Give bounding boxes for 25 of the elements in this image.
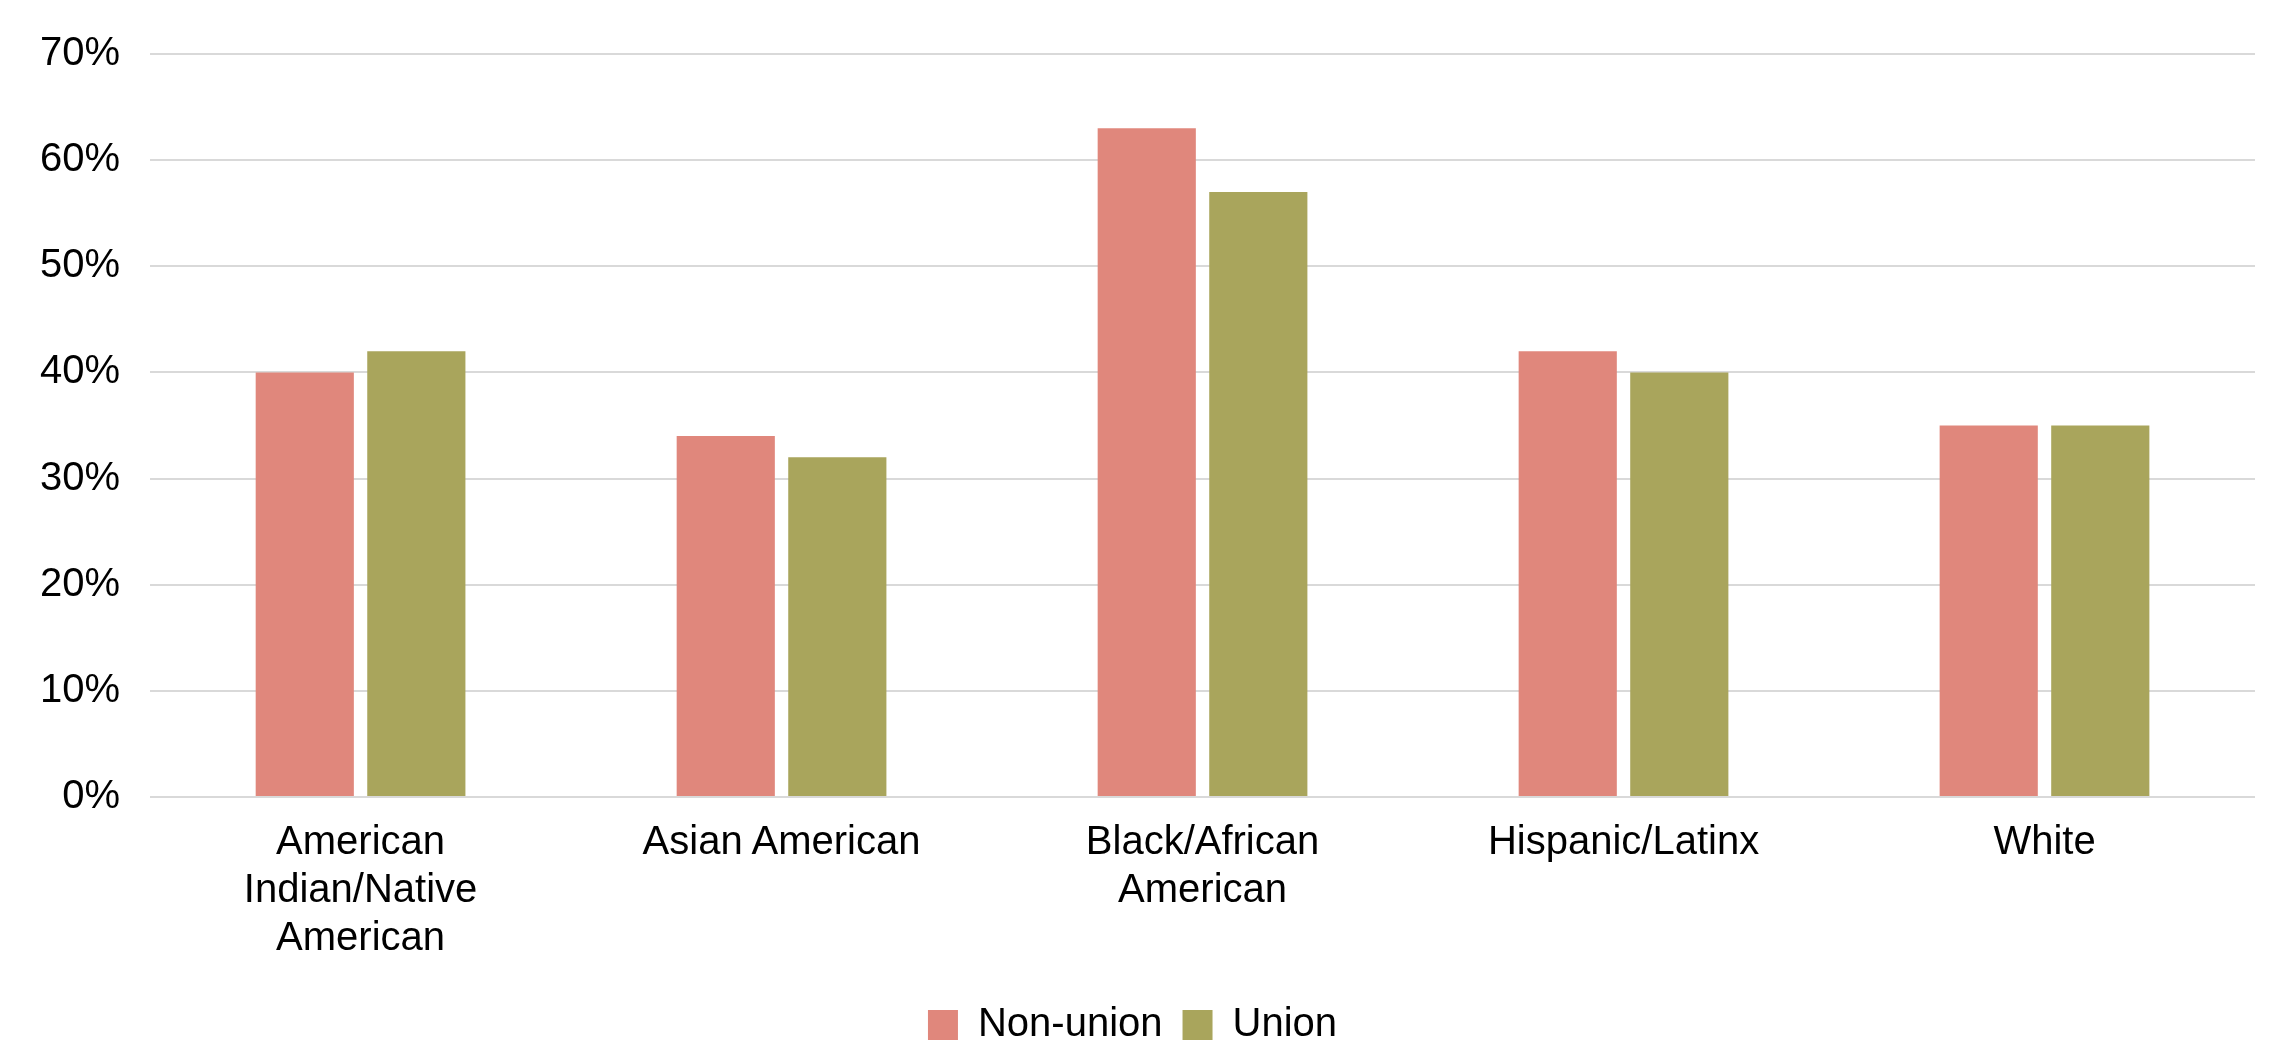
- y-tick-label: 50%: [40, 241, 121, 286]
- y-tick-label: 10%: [40, 665, 121, 710]
- bar: [1097, 128, 1196, 796]
- bar: [2051, 425, 2150, 796]
- bar: [1209, 191, 1308, 796]
- bar: [1939, 425, 2038, 796]
- y-tick-label: 20%: [40, 559, 121, 604]
- y-tick-label: 70%: [40, 29, 121, 74]
- y-tick-label: 40%: [40, 347, 121, 392]
- bar: [367, 351, 466, 796]
- x-tick-label: White: [1993, 818, 2096, 863]
- x-tick-label: Asian American: [642, 818, 921, 863]
- x-tick-label: American Indian/Native American: [243, 818, 478, 959]
- bar: [1518, 351, 1617, 796]
- bar: [255, 372, 354, 796]
- legend-label: Union: [1232, 1000, 1338, 1045]
- y-tick-label: 0%: [62, 772, 121, 817]
- legend-label: Non-union: [977, 1000, 1163, 1045]
- bar: [676, 436, 775, 796]
- x-tick-label: Black/African American: [1085, 818, 1320, 911]
- y-tick-label: 30%: [40, 453, 121, 498]
- bar: [788, 457, 887, 796]
- bar: [1630, 372, 1729, 796]
- y-tick-label: 60%: [40, 135, 121, 180]
- x-tick-label: Hispanic/Latinx: [1487, 818, 1760, 863]
